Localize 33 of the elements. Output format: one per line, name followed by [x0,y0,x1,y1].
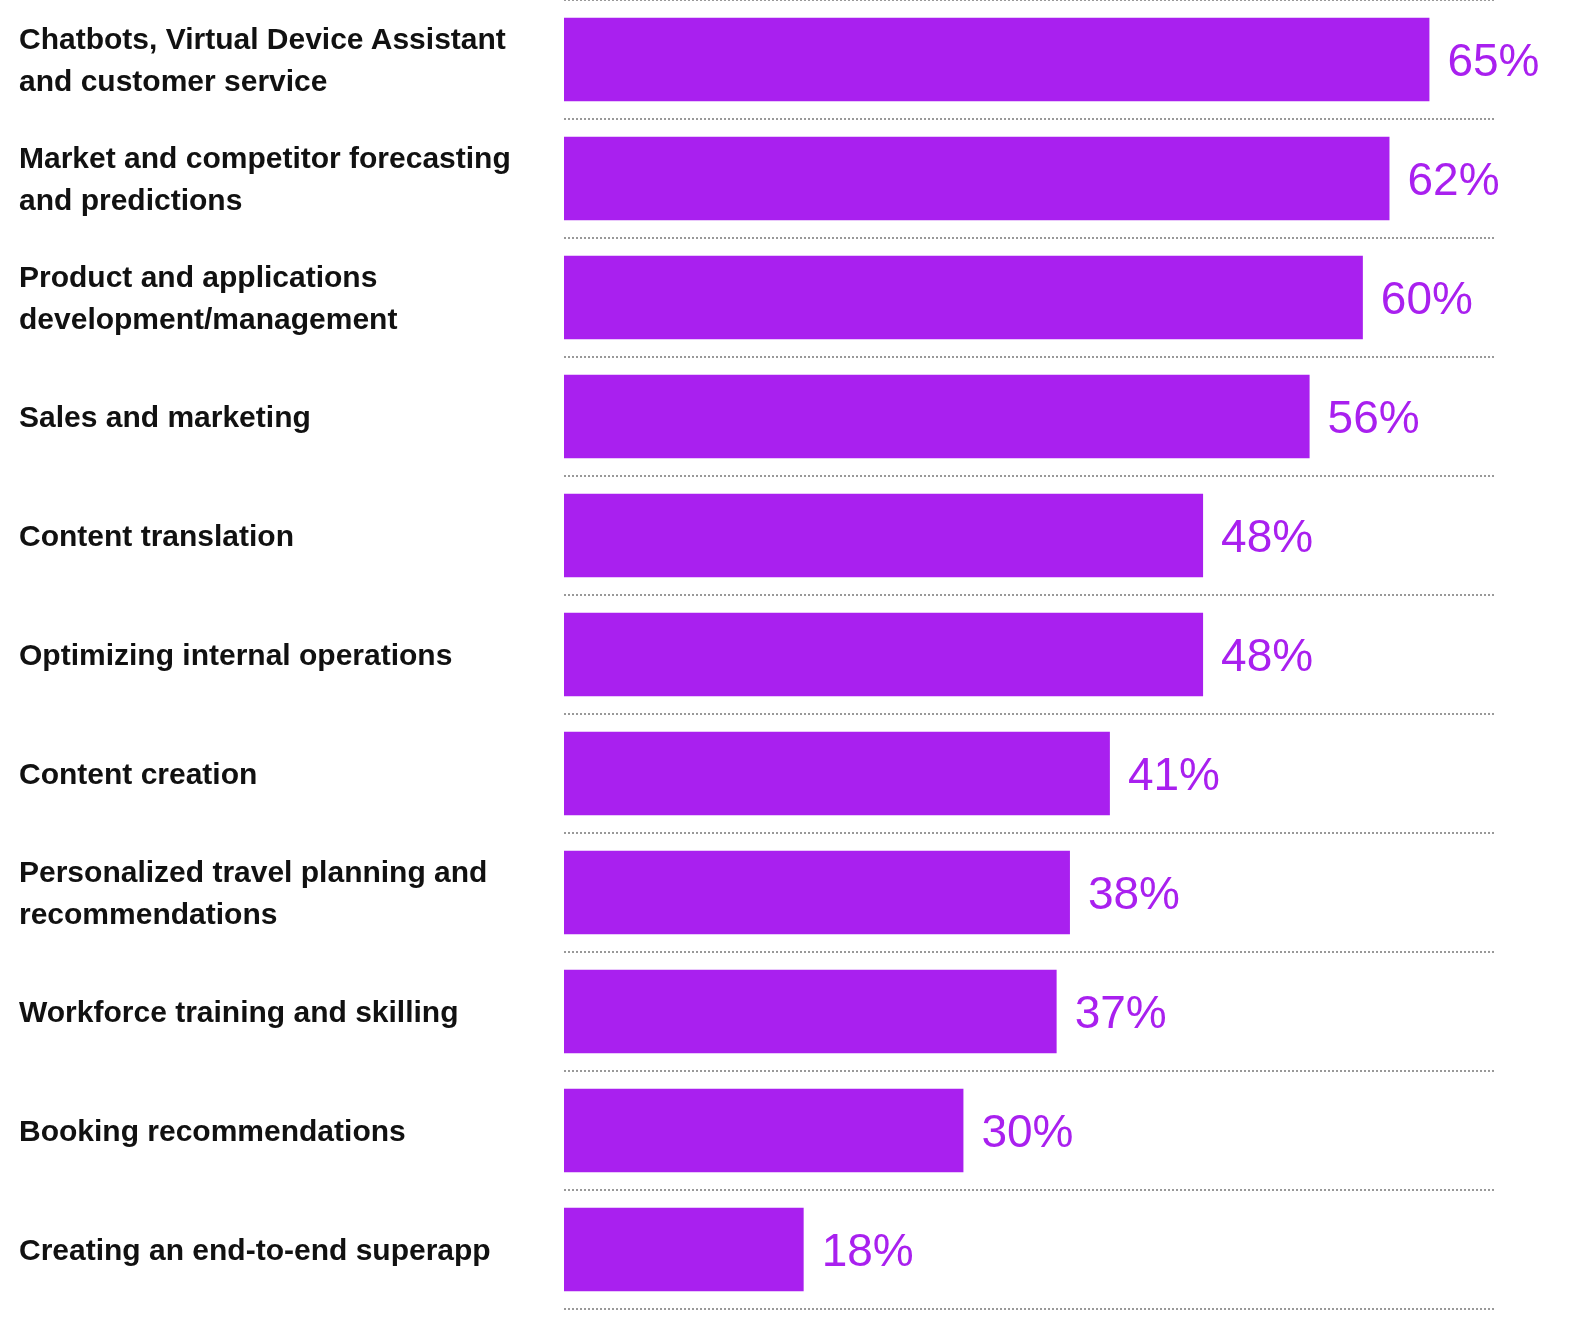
bar [564,1207,804,1292]
bar [564,493,1204,578]
bar [564,374,1310,459]
data-label: 41% [1127,747,1220,800]
bar [564,17,1430,102]
bar [564,136,1390,221]
data-label: 37% [1074,985,1167,1038]
data-label: 60% [1380,271,1473,324]
bar [564,969,1057,1054]
y-tick-label: Product and applications development/management [19,260,398,335]
data-label: 56% [1327,390,1420,443]
y-tick-label: Content translation [19,519,294,552]
data-label: 38% [1087,866,1181,919]
y-tick-label: Content creation [19,757,258,790]
y-tick-label: Booking recommendations [19,1114,406,1147]
y-tick-label: Creating an end-to-end superapp [19,1233,491,1266]
y-tick-label: Personalized travel planning and recommendations [19,855,496,930]
data-label: 18% [821,1223,914,1276]
y-tick-label: Optimizing internal operations [19,638,453,671]
y-tick-label: Market and competitor forecasting and predictions [19,141,520,216]
bar [564,731,1110,816]
bar [564,612,1204,697]
data-label: 62% [1407,152,1500,205]
data-label: 65% [1447,33,1540,86]
data-label: 48% [1221,628,1314,681]
bar [564,1088,964,1173]
y-tick-label: Chatbots, Virtual Device Assistant and customer service [19,22,515,97]
y-tick-label: Workforce training and skilling [19,995,459,1028]
bar [564,850,1070,935]
bar [564,255,1363,340]
data-label: 30% [981,1104,1074,1157]
y-tick-label: Sales and marketing [19,400,311,433]
data-label: 48% [1221,509,1314,562]
